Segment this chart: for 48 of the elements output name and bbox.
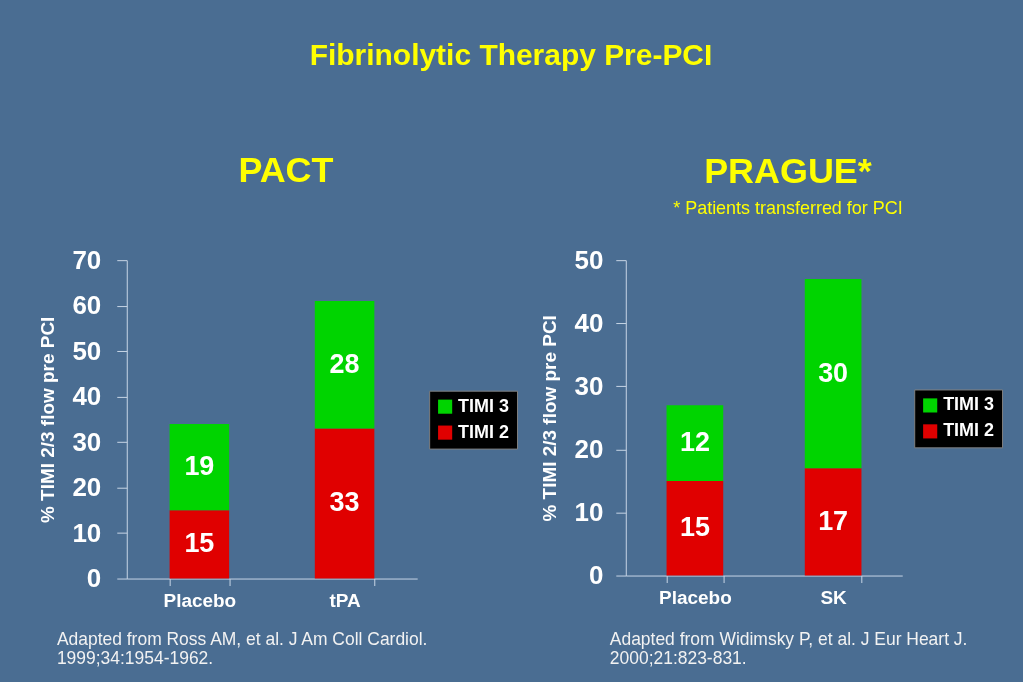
legend-label: TIMI 2: [458, 421, 509, 442]
text: 1999;34:1954-1962.: [56, 648, 214, 669]
bar: [804, 468, 862, 576]
y-tick-label: 40: [574, 308, 604, 337]
y-tick-label: 0: [86, 564, 102, 593]
chart-subtitle: * Patients transferred for PCI: [673, 198, 903, 219]
data-label: 19: [184, 451, 215, 482]
data-label: 15: [184, 528, 215, 559]
x-tick-label: Placebo: [163, 589, 237, 611]
x-tick-label: SK: [820, 586, 848, 608]
chart-title: PRAGUE*: [704, 150, 872, 192]
data-label: 28: [329, 348, 360, 379]
text: Adapted from Widimsky P, et al. J Eur Heart J.: [609, 629, 968, 650]
bar: [666, 480, 724, 576]
data-label: 30: [818, 357, 849, 388]
y-tick-label: 50: [574, 245, 604, 274]
bar: [169, 423, 230, 511]
y-tick-label: 40: [72, 382, 102, 411]
text: Adapted from Ross AM, et al. J Am Coll Cardiol.: [56, 629, 428, 650]
text: 2000;21:823-831.: [609, 648, 747, 669]
text: Fibrinolytic Therapy Pre-PCI: [309, 37, 713, 71]
legend-label: TIMI 3: [943, 394, 995, 415]
bar: [314, 428, 375, 579]
chart-title: PACT: [238, 149, 334, 191]
data-label: 12: [679, 427, 710, 458]
data-label: 15: [679, 512, 710, 543]
bar: [169, 510, 230, 579]
y-tick-label: 70: [72, 245, 102, 274]
bar: [804, 279, 862, 469]
legend-label: TIMI 3: [458, 395, 509, 416]
y-tick-label: 30: [574, 371, 604, 400]
y-tick-label: 60: [72, 291, 102, 320]
y-tick-label: 20: [574, 434, 604, 463]
y-tick-label: 0: [588, 561, 604, 590]
legend-label: TIMI 2: [943, 420, 995, 441]
bar: [314, 301, 375, 429]
y-tick-label: 10: [72, 518, 102, 547]
x-tick-label: Placebo: [659, 586, 732, 608]
y-tick-label: 10: [574, 497, 604, 526]
y-tick-label: 20: [72, 473, 102, 502]
y-tick-label: 50: [72, 336, 102, 365]
y-tick-label: 30: [72, 427, 102, 456]
y-axis-title: % TIMI 2/3 flow pre PCI: [37, 316, 59, 524]
data-label: 17: [818, 505, 849, 536]
bar: [666, 405, 724, 481]
y-axis-title: % TIMI 2/3 flow pre PCI: [539, 315, 561, 522]
x-tick-label: tPA: [329, 589, 361, 611]
data-label: 33: [329, 487, 360, 518]
